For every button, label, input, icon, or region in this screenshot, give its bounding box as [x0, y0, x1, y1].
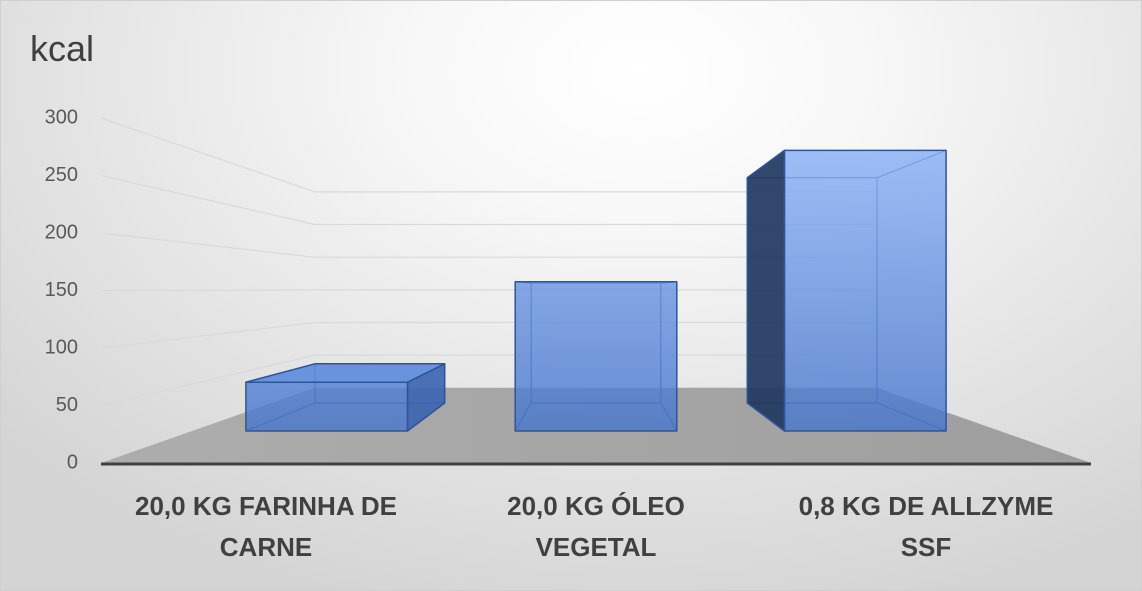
bar [514, 281, 678, 432]
y-tick-label: 200 [45, 221, 78, 243]
gridlines [100, 117, 878, 407]
bar-front-face [514, 281, 678, 432]
gridline [100, 321, 878, 349]
gridline [100, 117, 878, 193]
y-tick-label: 300 [45, 106, 78, 128]
bars [245, 149, 947, 432]
y-tick-label: 50 [56, 394, 78, 416]
y-tick-label: 0 [67, 451, 78, 473]
gridline [100, 232, 878, 258]
gridline [100, 354, 878, 407]
y-tick-label: 100 [45, 336, 78, 358]
bar-left-face [746, 149, 786, 432]
gridline [100, 174, 878, 226]
bar [245, 363, 446, 432]
gridline [100, 289, 878, 292]
chart-title: kcal [30, 28, 95, 69]
bar-front-face [783, 149, 947, 432]
bar-front-face [245, 381, 409, 432]
y-tick-label: 250 [45, 164, 78, 186]
bar [746, 149, 947, 432]
y-tick-label: 150 [45, 279, 78, 301]
y-axis-tick-labels: 0 50 100 150 200 250 300 [45, 106, 78, 473]
